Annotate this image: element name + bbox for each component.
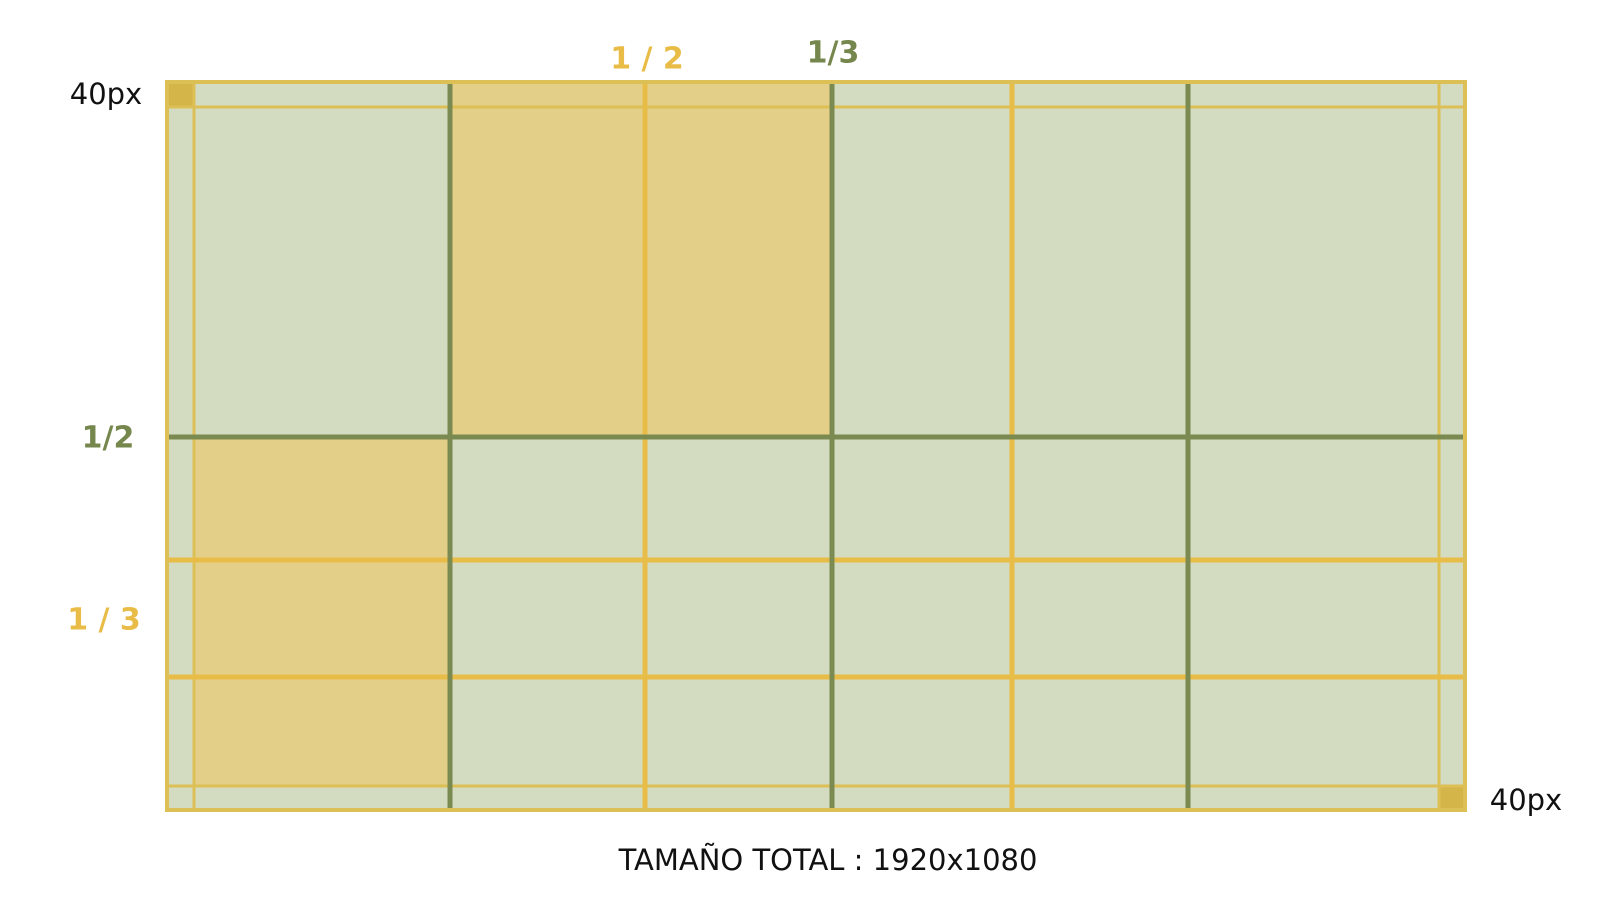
third-lines — [165, 82, 1465, 810]
label-top-half: 1 / 2 — [610, 42, 684, 77]
margin-lines — [167, 82, 1465, 810]
margin-corner — [167, 82, 194, 107]
caption: TAMAÑO TOTAL : 1920x1080 — [618, 843, 1038, 877]
label-margin-top: 40px — [70, 77, 142, 111]
highlight-top — [450, 82, 832, 437]
label-left-half: 1/2 — [82, 421, 135, 456]
label-left-third: 1 / 3 — [67, 603, 141, 638]
outer-border — [165, 80, 1467, 812]
half-lines — [165, 82, 1465, 810]
margin-corner — [1439, 786, 1465, 810]
highlight-left — [194, 437, 450, 786]
label-top-third: 1/3 — [807, 36, 860, 71]
label-margin-bottom: 40px — [1490, 783, 1562, 817]
